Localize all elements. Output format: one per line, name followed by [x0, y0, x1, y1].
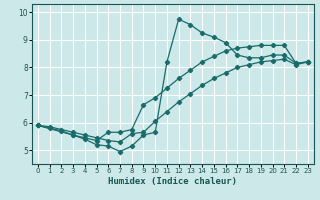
X-axis label: Humidex (Indice chaleur): Humidex (Indice chaleur): [108, 177, 237, 186]
